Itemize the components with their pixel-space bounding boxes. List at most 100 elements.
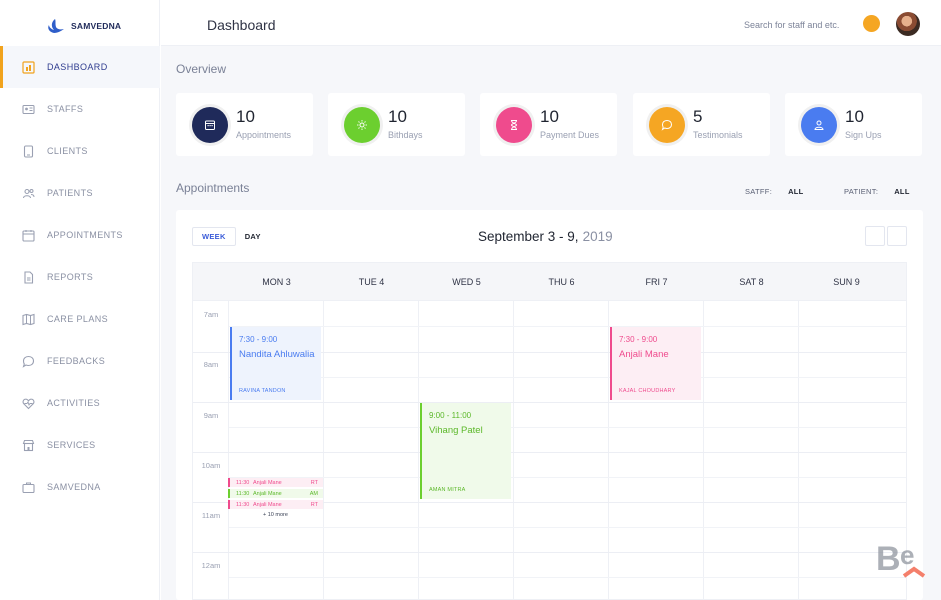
patient-filter-value: ALL (894, 187, 910, 196)
chat-icon (649, 107, 685, 143)
grid-line (193, 352, 906, 353)
stat-card-birthdays[interactable]: 10 Bithdays (328, 93, 465, 156)
users-icon (22, 187, 35, 200)
grid-line (193, 502, 906, 503)
search-input[interactable]: Search for staff and etc. (744, 20, 840, 30)
mini-code: AM (309, 490, 318, 497)
sidebar-item-reports[interactable]: REPORTS (0, 256, 160, 298)
view-tabs: WEEK DAY (192, 227, 270, 246)
stat-value: 10 (236, 107, 255, 126)
event-time: 7:30 - 9:00 (619, 335, 658, 344)
mini-appointment[interactable]: 11:30 Anjali Mane RT (228, 478, 323, 487)
event-staff: KAJAL CHOUDHARY (619, 388, 676, 394)
stat-label: Appointments (236, 130, 292, 140)
stat-card-appointments[interactable]: 10 Appointments (176, 93, 313, 156)
stat-card-payment-dues[interactable]: 10 Payment Dues (480, 93, 617, 156)
day-header: TUE 4 (358, 277, 385, 287)
appointment-event[interactable]: 7:30 - 9:00 Anjali Mane KAJAL CHOUDHARY (610, 327, 701, 400)
mini-name: Anjali Mane (253, 501, 282, 508)
notification-icon[interactable] (863, 15, 880, 32)
day-header: SUN 9 (833, 277, 860, 287)
sidebar-item-activities[interactable]: ACTIVITIES (0, 382, 160, 424)
briefcase-icon (22, 481, 35, 494)
stat-label: Payment Dues (540, 130, 600, 140)
sun-icon (344, 107, 380, 143)
sidebar-item-services[interactable]: SERVICES (0, 424, 160, 466)
event-patient: Nandita Ahluwalia (239, 349, 315, 360)
staff-filter-value: ALL (788, 187, 804, 196)
mini-appointment[interactable]: 11:30 Anjali Mane RT (228, 500, 323, 509)
tab-week[interactable]: WEEK (192, 227, 236, 246)
sidebar-item-clients[interactable]: CLIENTS (0, 130, 160, 172)
stat-label: Sign Ups (845, 130, 882, 140)
sidebar: SAMVEDNA DASHBOARD STAFFS CLIENTS PATIEN… (0, 0, 160, 600)
dashboard-icon (22, 60, 35, 74)
brand-logo-icon (48, 19, 64, 33)
mini-appointment[interactable]: 11:30 Anjali Mane AM (228, 489, 323, 498)
more-appointments-link[interactable]: + 10 more (263, 512, 288, 518)
sidebar-item-patients[interactable]: PATIENTS (0, 172, 160, 214)
grid-line (193, 452, 906, 453)
grid-line (798, 301, 799, 599)
stat-label: Bithdays (388, 130, 423, 140)
prev-week-button[interactable] (865, 226, 885, 246)
brand-name: SAMVEDNA (71, 21, 122, 31)
sidebar-item-label: DASHBOARD (47, 62, 108, 72)
grid-line (513, 301, 514, 599)
id-card-icon (22, 103, 35, 116)
sidebar-item-dashboard[interactable]: DASHBOARD (0, 46, 160, 88)
heart-pulse-icon (22, 397, 35, 410)
appointment-event[interactable]: 7:30 - 9:00 Nandita Ahluwalia RAVINA TAN… (230, 327, 321, 400)
stat-card-testimonials[interactable]: 5 Testimonials (633, 93, 770, 156)
time-label: 8am (203, 360, 219, 369)
time-label: 12am (201, 561, 221, 570)
sidebar-item-samvedna[interactable]: SAMVEDNA (0, 466, 160, 508)
grid-line (418, 301, 419, 599)
stat-card-sign-ups[interactable]: 10 Sign Ups (785, 93, 922, 156)
day-header: FRI 7 (645, 277, 668, 287)
staff-filter[interactable]: SATFF: ALL (745, 187, 804, 196)
sidebar-item-label: APPOINTMENTS (47, 230, 123, 240)
mini-time: 11:30 (236, 479, 250, 486)
date-range-year: 2019 (582, 229, 613, 244)
stat-value: 10 (540, 107, 559, 126)
time-label: 7am (203, 310, 219, 319)
sidebar-item-label: PATIENTS (47, 188, 93, 198)
date-range: September 3 - 9, 2019 (478, 229, 613, 244)
tablet-icon (22, 144, 35, 158)
day-header: WED 5 (452, 277, 481, 287)
day-header: THU 6 (548, 277, 575, 287)
brand-logo[interactable]: SAMVEDNA (46, 18, 121, 34)
event-patient: Vihang Patel (429, 425, 483, 436)
sidebar-item-care-plans[interactable]: CARE PLANS (0, 298, 160, 340)
sidebar-item-feedbacks[interactable]: FEEDBACKS (0, 340, 160, 382)
grid-line (228, 301, 229, 599)
patient-filter[interactable]: PATIENT: ALL (844, 187, 910, 196)
store-icon (22, 439, 35, 452)
patient-filter-label: PATIENT: (844, 187, 879, 196)
event-time: 7:30 - 9:00 (239, 335, 278, 344)
mini-name: Anjali Mane (253, 490, 282, 497)
top-bar: Dashboard Search for staff and etc. (161, 0, 941, 46)
overview-title: Overview (176, 62, 227, 76)
staff-filter-label: SATFF: (745, 187, 773, 196)
event-patient: Anjali Mane (619, 349, 669, 360)
tab-day[interactable]: DAY (244, 232, 261, 241)
time-label: 10am (201, 461, 221, 470)
sidebar-item-staffs[interactable]: STAFFS (0, 88, 160, 130)
grid-line (193, 402, 906, 403)
calendar-header: MON 3 TUE 4 WED 5 THU 6 FRI 7 SAT 8 SUN … (193, 263, 906, 301)
document-icon (22, 270, 35, 284)
svg-text:B: B (876, 540, 901, 578)
avatar[interactable] (896, 12, 920, 36)
map-icon (22, 313, 35, 326)
next-week-button[interactable] (887, 226, 907, 246)
calendar-icon (22, 229, 35, 242)
appointments-title: Appointments (176, 181, 250, 195)
appointment-event[interactable]: 9:00 - 11:00 Vihang Patel AMAN MITRA (420, 403, 511, 499)
mini-code: RT (310, 501, 318, 508)
sidebar-item-label: CLIENTS (47, 146, 88, 156)
mini-name: Anjali Mane (253, 479, 282, 486)
sidebar-item-appointments[interactable]: APPOINTMENTS (0, 214, 160, 256)
grid-line (608, 301, 609, 599)
